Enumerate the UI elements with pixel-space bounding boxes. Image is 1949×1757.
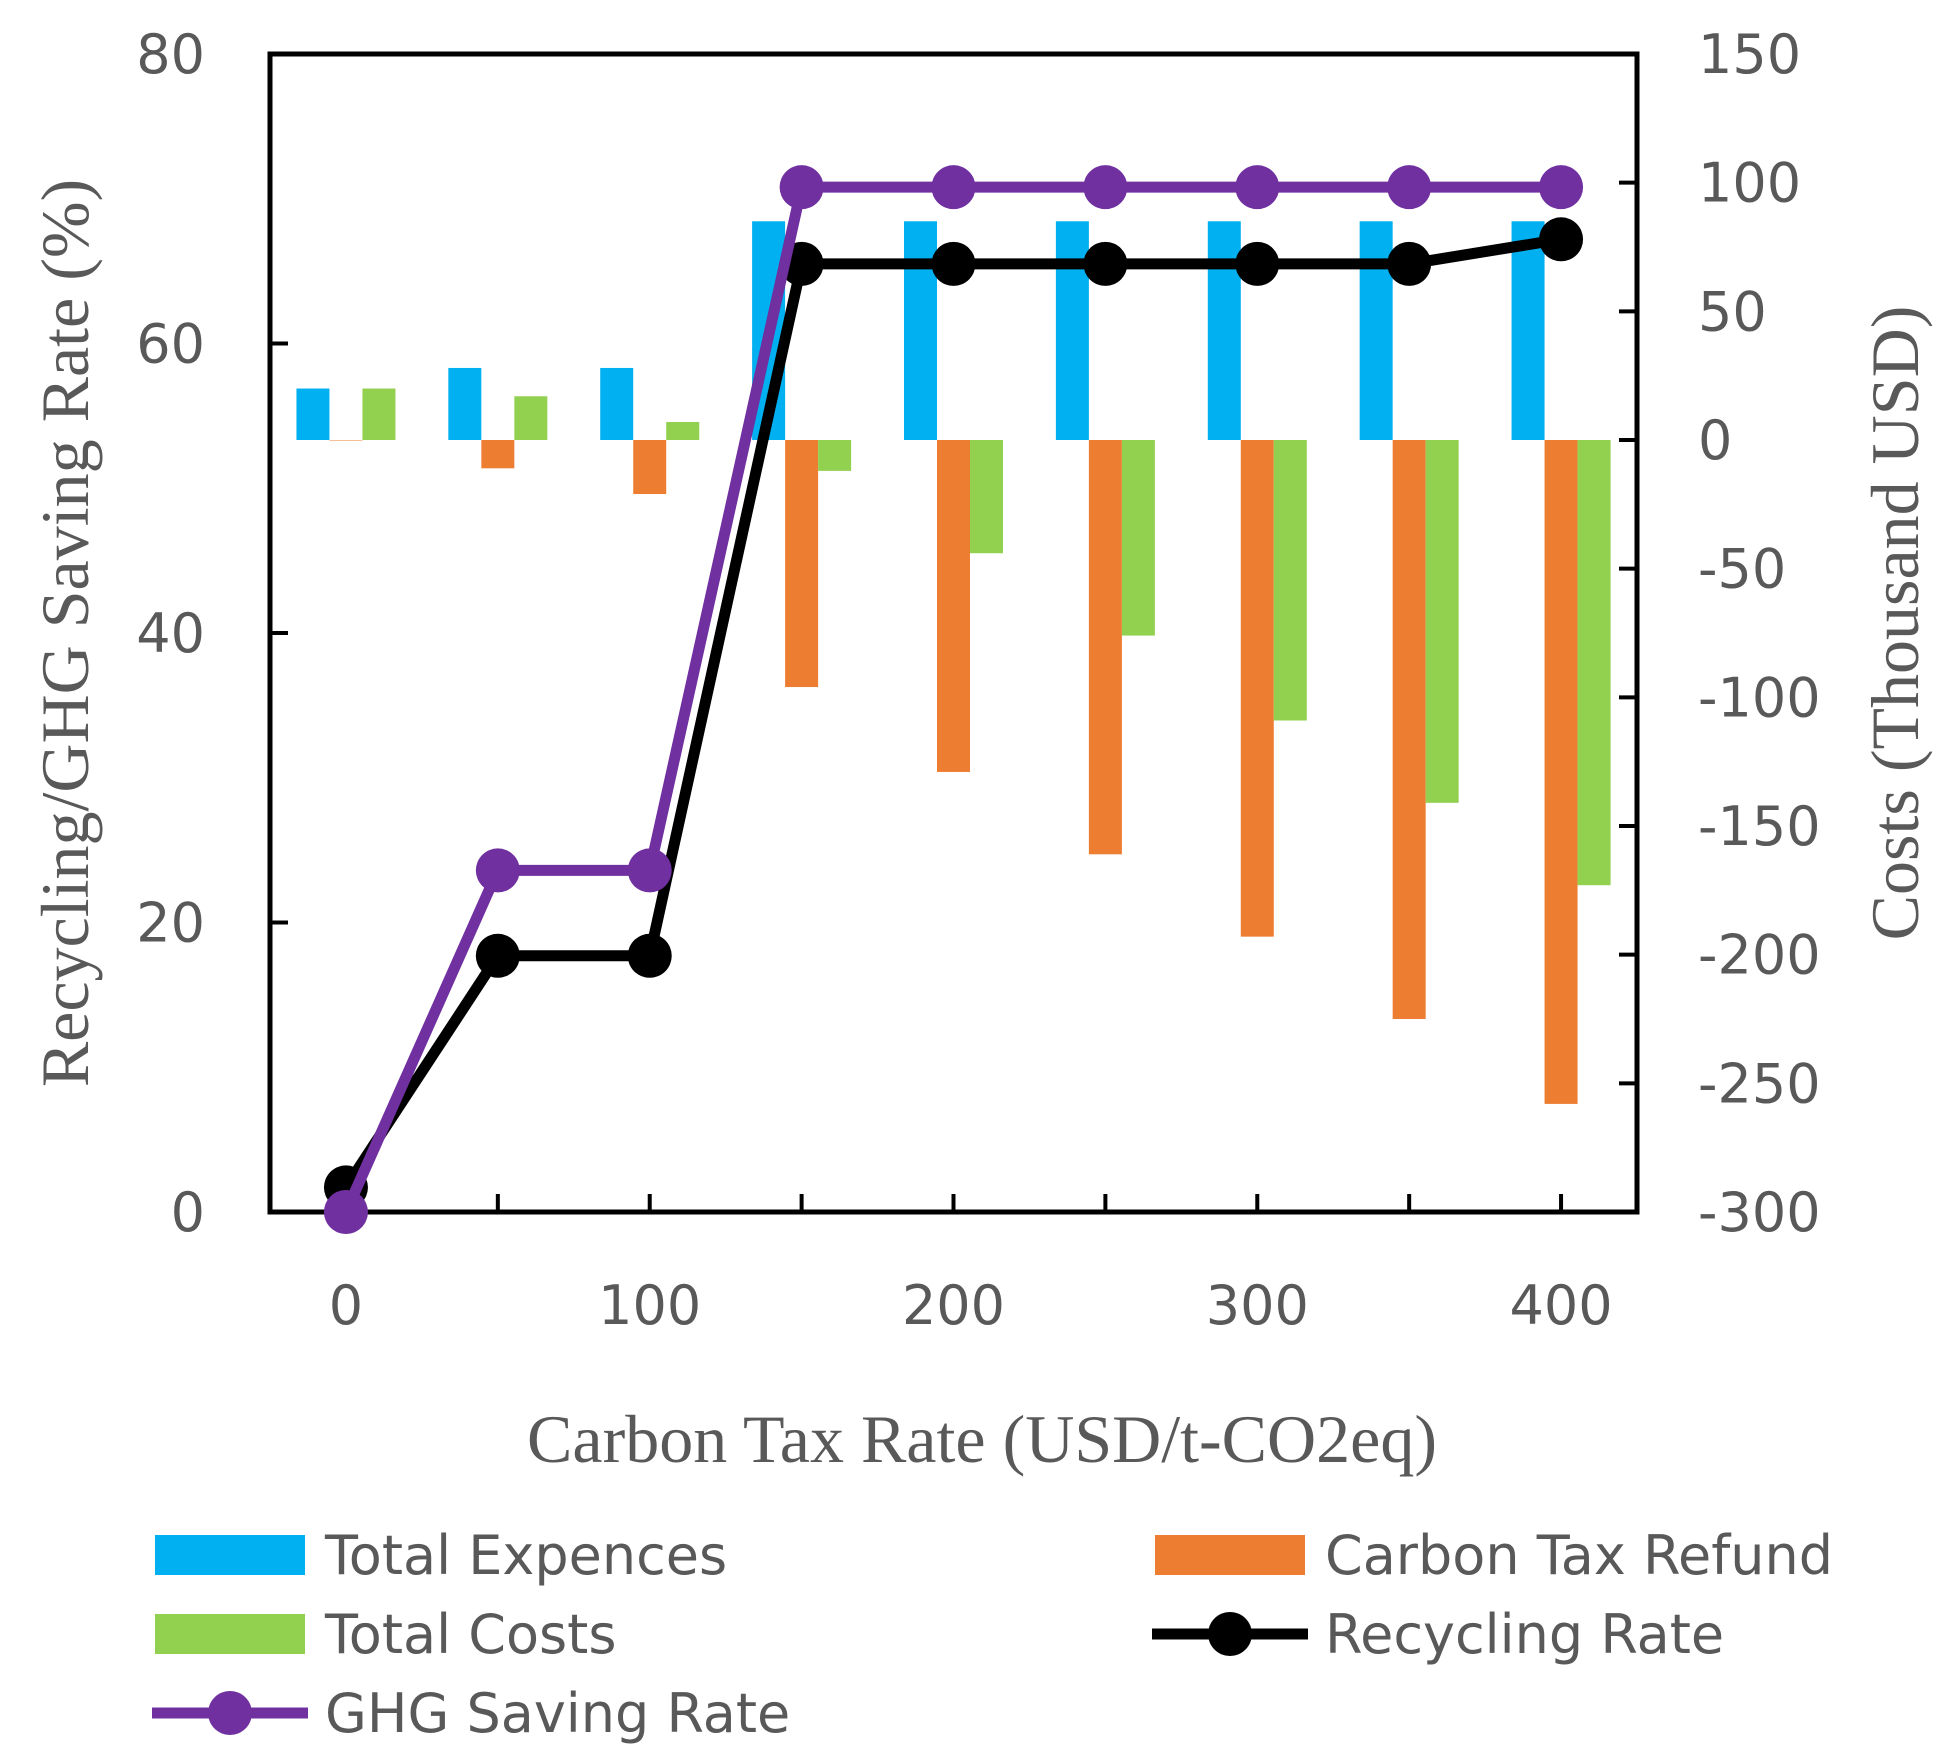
- marker-ghg-saving-rate-0: [323, 1190, 368, 1234]
- bar-carbon-tax-refund-4: [937, 440, 970, 772]
- marker-recycling-rate-5: [1083, 241, 1128, 286]
- y-right-tick-label-3: -150: [1698, 795, 1821, 858]
- legend-label-carbon-tax-refund: Carbon Tax Refund: [1325, 1524, 1833, 1587]
- marker-ghg-saving-rate-2: [627, 848, 672, 893]
- legend-label-recycling-rate: Recycling Rate: [1325, 1603, 1724, 1666]
- y-left-tick-label-1: 20: [136, 892, 205, 955]
- bar-carbon-tax-refund-8: [1544, 440, 1578, 1104]
- y-right-tick-label-1: -250: [1698, 1052, 1821, 1115]
- y-axis-title-left: Recycling/GHG Saving Rate (%): [27, 179, 103, 1087]
- bar-total-costs-0: [362, 388, 396, 440]
- legend-swatch-total-expences: [155, 1535, 305, 1575]
- y-right-tick-label-8: 100: [1698, 152, 1801, 215]
- y-left-tick-label-4: 80: [136, 23, 205, 86]
- bar-total-costs-8: [1577, 440, 1611, 886]
- marker-ghg-saving-rate-4: [931, 165, 976, 210]
- bar-carbon-tax-refund-5: [1088, 440, 1122, 855]
- y-left-tick-label-3: 60: [136, 313, 205, 376]
- bar-carbon-tax-refund-6: [1240, 440, 1274, 937]
- axes-layer: 0 100 200 300 400 0 20 40 60 80 -300 -250 -200 -150 -1…: [136, 23, 1820, 1337]
- x-tick-label-0: 0: [329, 1274, 363, 1337]
- bar-total-costs-1: [514, 396, 548, 440]
- x-tick-label-4: 400: [1510, 1274, 1613, 1337]
- bar-carbon-tax-refund-7: [1392, 440, 1426, 1019]
- y-right-tick-label-2: -200: [1698, 924, 1821, 987]
- bar-total-expences-2: [600, 367, 634, 440]
- bar-carbon-tax-refund-0: [329, 440, 363, 441]
- marker-recycling-rate-1: [475, 933, 520, 978]
- x-tick-label-1: 100: [598, 1274, 701, 1337]
- marker-recycling-rate-6: [1235, 241, 1280, 286]
- marker-recycling-rate-4: [931, 241, 976, 286]
- bar-total-costs-6: [1273, 440, 1307, 721]
- y-right-tick-label-6: 0: [1698, 409, 1732, 472]
- marker-ghg-saving-rate-7: [1387, 165, 1432, 210]
- marker-ghg-saving-rate-8: [1539, 165, 1584, 210]
- legend-swatch-total-costs: [155, 1614, 305, 1654]
- bar-total-costs-3: [818, 440, 852, 471]
- legend-swatch-carbon-tax-refund: [1155, 1535, 1305, 1575]
- y-right-tick-label-9: 150: [1698, 23, 1801, 86]
- bar-total-costs-2: [666, 421, 700, 440]
- y-left-tick-label-0: 0: [171, 1181, 205, 1244]
- bar-total-expences-5: [1055, 221, 1089, 440]
- marker-ghg-saving-rate-6: [1235, 165, 1280, 210]
- marker-ghg-saving-rate-5: [1083, 165, 1128, 210]
- bar-total-costs-5: [1121, 440, 1155, 636]
- bar-total-expences-1: [448, 367, 482, 440]
- marker-ghg-saving-rate-3: [779, 165, 824, 210]
- bar-total-expences-4: [904, 221, 937, 440]
- bars-layer: [296, 221, 1611, 1104]
- legend-label-ghg-saving-rate: GHG Saving Rate: [325, 1682, 790, 1745]
- x-tick-label-2: 200: [902, 1274, 1005, 1337]
- y-right-tick-label-4: -100: [1698, 666, 1821, 729]
- x-axis-title: Carbon Tax Rate (USD/t-CO2eq): [527, 1401, 1437, 1477]
- x-tick-label-3: 300: [1206, 1274, 1309, 1337]
- y-right-tick-label-7: 50: [1698, 280, 1767, 343]
- y-left-tick-label-2: 40: [136, 602, 205, 665]
- bar-total-expences-0: [296, 388, 330, 440]
- bar-total-expences-7: [1359, 221, 1393, 440]
- lines-layer: [323, 165, 1584, 1234]
- legend-label-total-expences: Total Expences: [324, 1524, 727, 1587]
- bar-carbon-tax-refund-2: [633, 440, 667, 495]
- bar-total-expences-8: [1511, 221, 1545, 440]
- legend-label-total-costs: Total Costs: [324, 1603, 616, 1666]
- y-right-tick-label-0: -300: [1698, 1181, 1821, 1244]
- bar-carbon-tax-refund-3: [785, 440, 819, 688]
- bar-total-costs-4: [970, 440, 1003, 554]
- y-axis-title-right: Costs (Thousand USD): [1857, 306, 1933, 941]
- y-right-tick-label-5: -50: [1698, 538, 1786, 601]
- legend-marker-ghg-saving-rate: [208, 1691, 252, 1735]
- marker-recycling-rate-2: [627, 933, 672, 978]
- marker-recycling-rate-8: [1539, 217, 1584, 262]
- legend: Total Expences Carbon Tax Refund Total C…: [152, 1524, 1833, 1745]
- marker-ghg-saving-rate-1: [475, 848, 520, 893]
- marker-recycling-rate-7: [1387, 241, 1432, 286]
- bar-total-expences-6: [1207, 221, 1241, 440]
- legend-marker-recycling-rate: [1208, 1612, 1252, 1656]
- bar-total-costs-7: [1425, 440, 1459, 803]
- bar-carbon-tax-refund-1: [481, 440, 515, 469]
